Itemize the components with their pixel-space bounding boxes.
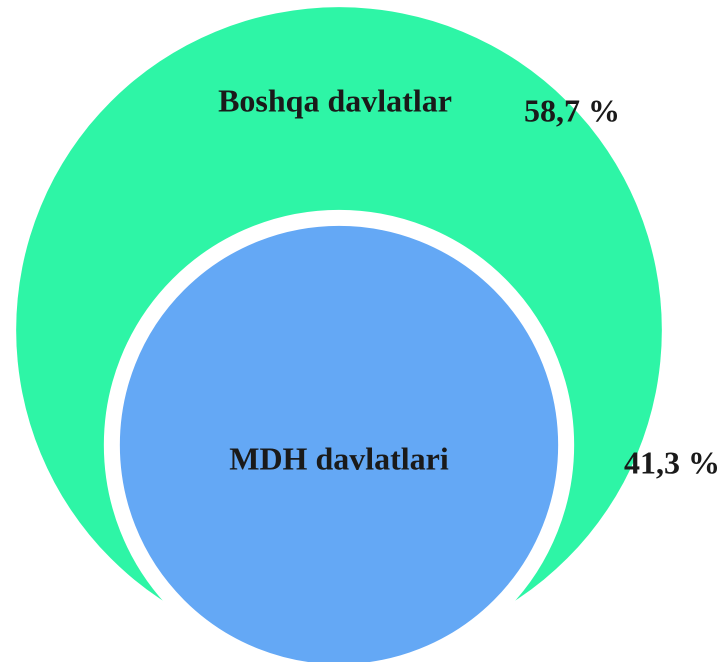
inner-circle bbox=[103, 209, 575, 662]
category-label: MDH davlatlari bbox=[229, 440, 449, 476]
value-label: 41,3 % bbox=[624, 444, 720, 480]
labels: Boshqa davlatlar 58,7 % MDH davlatlari 41,3… bbox=[218, 82, 720, 480]
category-label: Boshqa davlatlar bbox=[218, 82, 452, 118]
marks bbox=[16, 7, 662, 662]
value-label: 58,7 % bbox=[524, 92, 620, 128]
